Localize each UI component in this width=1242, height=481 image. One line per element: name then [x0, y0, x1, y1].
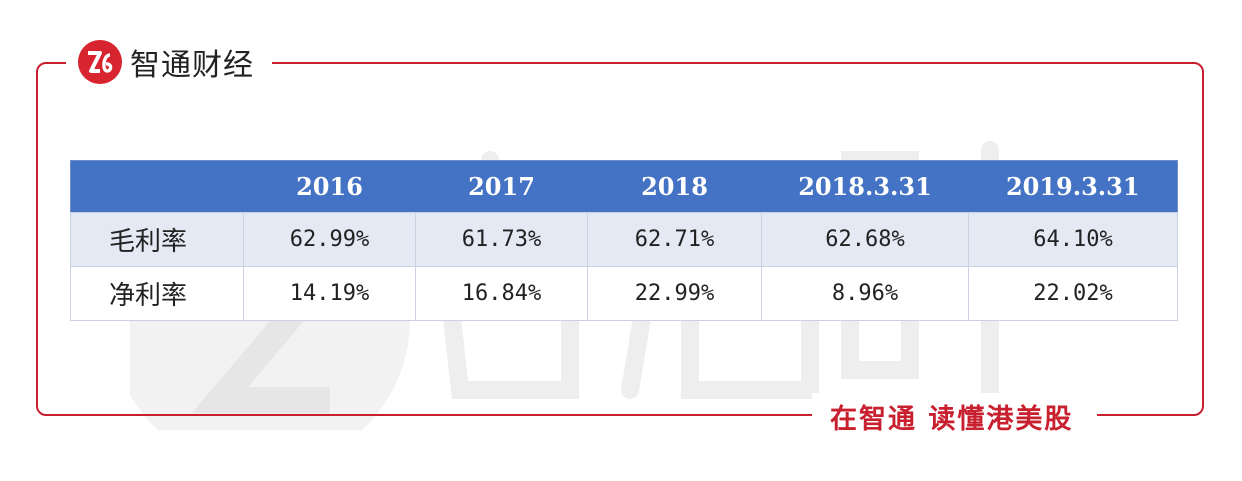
brand-name: 智通财经: [130, 48, 254, 83]
zhitong-logo-icon: [78, 40, 122, 84]
table-cell: 62.68%: [761, 212, 969, 267]
table-cell: 22.02%: [968, 266, 1178, 321]
table-cell: 62.71%: [587, 212, 762, 267]
brand-slogan: 在智通 读懂港美股: [812, 393, 1098, 439]
column-header: 2019.3.31: [1005, 172, 1140, 201]
table-cell: 64.10%: [968, 212, 1178, 267]
column-header: 2018.3.31: [798, 172, 932, 201]
content-frame: [36, 62, 1204, 416]
column-header-blank: [71, 161, 244, 213]
table-row: 净利率 14.19% 16.84% 22.99% 8.96% 22.02%: [70, 266, 1178, 321]
column-header: 2018: [641, 172, 708, 201]
table-cell: 22.99%: [587, 266, 762, 321]
table-header-row: 2016 2017 2018 2018.3.31 2019.3.31: [70, 160, 1178, 213]
table-cell: 14.19%: [243, 266, 416, 321]
column-header: 2016: [296, 172, 363, 201]
brand-logo: 智通财经: [66, 36, 272, 88]
table-cell: 16.84%: [415, 266, 588, 321]
table-cell: 61.73%: [415, 212, 588, 267]
column-header: 2017: [468, 172, 535, 201]
table-cell: 8.96%: [761, 266, 969, 321]
table-cell: 62.99%: [243, 212, 416, 267]
financial-ratio-table: 2016 2017 2018 2018.3.31 2019.3.31 毛利率 6…: [70, 160, 1178, 321]
row-label: 净利率: [70, 266, 244, 321]
table-row: 毛利率 62.99% 61.73% 62.71% 62.68% 64.10%: [70, 212, 1178, 267]
row-label: 毛利率: [70, 212, 244, 267]
